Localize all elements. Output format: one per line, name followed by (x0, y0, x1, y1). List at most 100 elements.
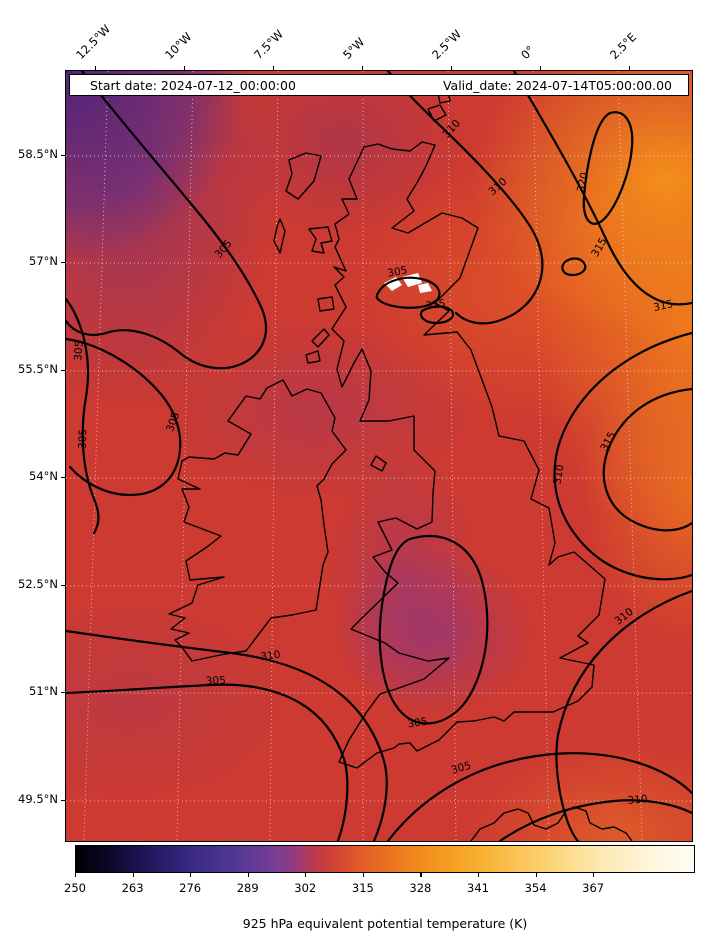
colorbar-caption: 925 hPa equivalent potential temperature… (242, 916, 528, 931)
contour-label-310: 310 (260, 649, 282, 664)
y-tick-label: 51°N (29, 684, 58, 698)
colorbar-tick (420, 873, 422, 877)
contour-label-320: 320 (575, 171, 591, 193)
x-tick (540, 66, 542, 70)
y-tick-label: 55.5°N (18, 362, 58, 376)
y-tick (61, 155, 65, 157)
contour-label-315: 315 (652, 298, 674, 314)
y-tick (61, 692, 65, 694)
colorbar-tick-label: 328 (409, 881, 432, 895)
contour-small-closed (561, 257, 587, 277)
y-tick (61, 800, 65, 802)
contour-305-northwest (66, 71, 268, 370)
colorbar-ticks: 250 263 276 289 302 315 328 341 354 367 (64, 873, 695, 899)
contour-label-310: 310 (613, 606, 636, 628)
valid-date-label: Valid_date: 2024-07-14T05:00:00.00 (442, 77, 672, 93)
x-tick-label: 12.5°W (73, 21, 114, 63)
contour-label-305: 305 (206, 674, 227, 687)
colorbar-tick-label: 250 (64, 881, 86, 895)
map-panel: 310 310 320 315 315 315 310 305 315 305 … (65, 70, 693, 842)
y-tick-label: 49.5°N (18, 792, 58, 806)
contour-label-305: 305 (77, 429, 90, 449)
colorbar-tick (593, 873, 595, 877)
contour-315-east-lobe (602, 387, 692, 532)
contour-305-ireland-loop (66, 337, 182, 497)
y-tick (61, 585, 65, 587)
contour-310-midlands (66, 629, 388, 841)
contour-320-closed (582, 111, 634, 225)
colorbar-tick-label: 354 (524, 881, 547, 895)
coastline-skye (308, 226, 333, 254)
coastlines (168, 90, 633, 841)
x-tick (629, 66, 631, 70)
y-tick (61, 262, 65, 264)
contour-305-moray-loop (375, 276, 441, 309)
coastline-france (470, 806, 633, 841)
y-tick-label: 52.5°N (18, 577, 58, 591)
temperature-field (66, 71, 692, 841)
y-tick-label: 58.5°N (18, 147, 58, 161)
contour-310-east-anglia (555, 589, 692, 841)
contour-305-wales-loop (378, 534, 489, 725)
contour-315-moray-loop (419, 305, 455, 325)
colorbar-tick (190, 873, 192, 877)
coastline-isle-of-man (370, 455, 387, 472)
colorbar-tick (75, 873, 77, 877)
colorbar-tick (535, 873, 537, 877)
colorbar-tick (305, 873, 307, 877)
y-tick-label: 57°N (29, 254, 58, 268)
colorbar-tick (478, 873, 480, 877)
coastline-great-britain (331, 141, 606, 769)
colorbar-tick-label: 276 (179, 881, 202, 895)
contour-310-channel (498, 799, 692, 841)
colorbar-tick (362, 873, 365, 877)
contour-310-east (553, 331, 692, 581)
contour-310-north (386, 71, 544, 325)
x-tick-label: 2.5°E (607, 29, 640, 62)
contour-label-315: 315 (425, 298, 447, 313)
contour-label-305: 305 (72, 340, 85, 361)
x-tick-label: 10°W (162, 29, 195, 62)
x-tick-label: 2.5°W (429, 27, 465, 62)
colorbar-tick (132, 873, 134, 877)
contour-label-305: 305 (387, 264, 409, 279)
colorbar-tick-label: 315 (351, 881, 374, 895)
contour-305-west-edge (66, 297, 100, 535)
x-tick-label: 5°W (340, 34, 368, 62)
colorbar-tick-label: 367 (582, 881, 605, 895)
contour-label-310: 310 (551, 464, 566, 486)
colorbar-tick-label: 289 (236, 881, 259, 895)
x-tick (184, 66, 186, 70)
y-tick (61, 477, 65, 479)
graticule (66, 71, 692, 841)
x-tick-label: 0° (518, 42, 538, 62)
colorbar (75, 845, 695, 873)
contour-315-northeast (512, 71, 692, 306)
contour-label-305: 305 (407, 716, 429, 731)
contour-lines (66, 71, 692, 841)
x-tick-label: 7.5°W (251, 27, 287, 62)
colorbar-tick (247, 873, 249, 877)
coastline-outer-hebrides (273, 152, 322, 254)
x-tick (273, 66, 275, 70)
start-date-label: Start date: 2024-07-12_00:00:00 (90, 77, 296, 93)
contour-label-310: 310 (441, 118, 463, 141)
map-overlay: 310 310 320 315 315 315 310 305 315 305 … (66, 71, 692, 841)
y-tick (61, 370, 65, 372)
x-tick (95, 66, 97, 70)
contour-305-channel (386, 752, 692, 841)
contour-label-305: 305 (450, 760, 473, 777)
y-tick-label: 54°N (29, 469, 58, 483)
coastline-mull-islay (305, 296, 335, 364)
masked-area (384, 273, 432, 293)
date-strip: Start date: 2024-07-12_00:00:00 Valid_da… (69, 74, 689, 96)
x-tick (362, 66, 364, 70)
x-tick (451, 66, 453, 70)
coastline-ireland (168, 379, 347, 662)
colorbar-tick-label: 341 (467, 881, 489, 895)
colorbar-tick-label: 263 (121, 881, 144, 895)
colorbar-tick-label: 302 (294, 881, 317, 895)
contour-305-south (66, 683, 349, 841)
contour-label-310: 310 (627, 793, 648, 807)
